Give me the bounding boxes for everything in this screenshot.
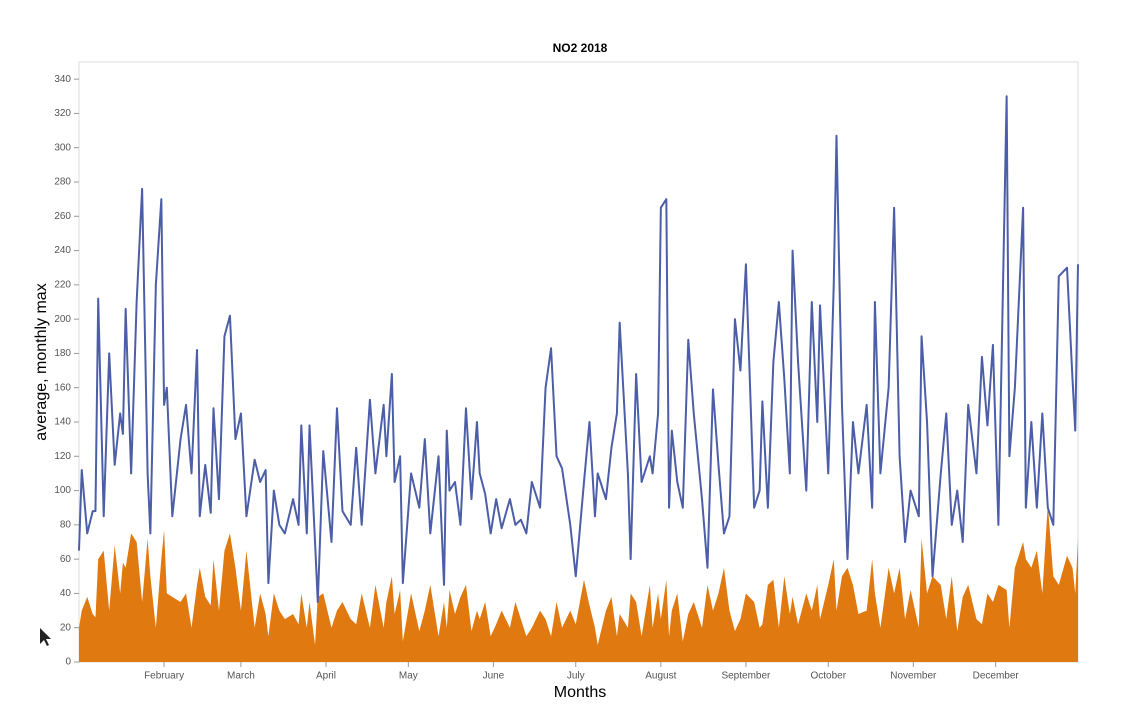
y-tick-label: 140 bbox=[54, 417, 71, 428]
x-axis-label: Months bbox=[554, 684, 606, 701]
x-tick-label: February bbox=[144, 671, 184, 682]
x-tick-label: May bbox=[399, 671, 418, 682]
x-tick-label: April bbox=[316, 671, 336, 682]
x-tick-label: June bbox=[483, 671, 505, 682]
x-tick-label: July bbox=[567, 671, 585, 682]
cursor bbox=[40, 628, 51, 646]
y-tick-label: 200 bbox=[54, 314, 71, 325]
x-tick-label: December bbox=[973, 671, 1020, 682]
x-tick-label: October bbox=[810, 671, 846, 682]
x-tick-label: August bbox=[645, 671, 676, 682]
y-tick-label: 180 bbox=[54, 348, 71, 359]
y-tick-label: 320 bbox=[54, 108, 71, 119]
y-tick-label: 280 bbox=[54, 177, 71, 188]
line-series bbox=[78, 95, 1079, 603]
y-tick-label: 220 bbox=[54, 279, 71, 290]
y-axis-label: average, monthly max bbox=[33, 283, 50, 440]
y-tick-label: 80 bbox=[60, 519, 72, 530]
y-tick-label: 160 bbox=[54, 382, 71, 393]
y-tick-label: 260 bbox=[54, 211, 71, 222]
y-tick-label: 60 bbox=[60, 554, 72, 565]
y-tick-label: 20 bbox=[60, 622, 72, 633]
y-tick-label: 0 bbox=[65, 657, 71, 668]
x-tick-label: November bbox=[890, 671, 937, 682]
y-tick-label: 240 bbox=[54, 245, 71, 256]
y-tick-label: 120 bbox=[54, 451, 71, 462]
chart-title: NO2 2018 bbox=[553, 41, 608, 55]
y-tick-label: 300 bbox=[54, 142, 71, 153]
area-series bbox=[79, 504, 1078, 662]
y-tick-label: 100 bbox=[54, 485, 71, 496]
x-tick-label: March bbox=[227, 671, 255, 682]
y-tick-label: 40 bbox=[60, 588, 72, 599]
x-tick-label: September bbox=[721, 671, 771, 682]
y-tick-label: 340 bbox=[54, 74, 71, 85]
